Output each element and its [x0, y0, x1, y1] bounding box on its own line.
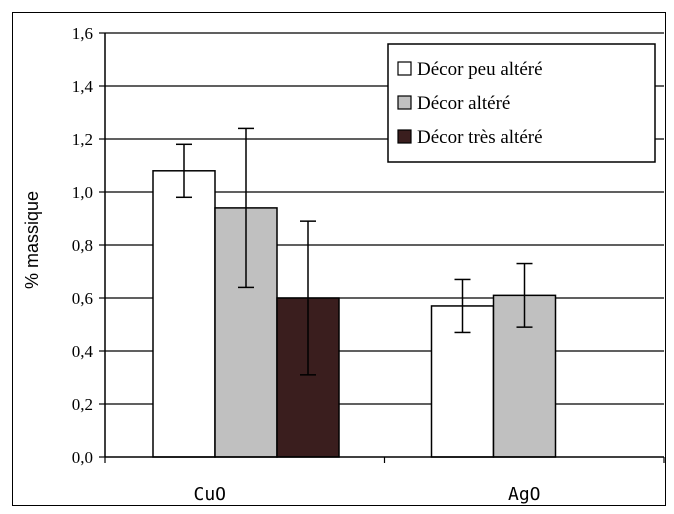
y-tick-label: 1,0	[72, 183, 93, 202]
legend: Décor peu altéré Décor altéré Décor très a…	[387, 43, 656, 163]
y-tick-label: 1,6	[72, 24, 93, 43]
legend-swatch	[397, 129, 412, 144]
x-category-label: CuO	[193, 484, 226, 505]
y-tick-label: 0,4	[72, 342, 94, 361]
legend-label: Décor très altéré	[417, 127, 543, 148]
axes	[104, 33, 665, 463]
y-tick-label: 0,8	[72, 236, 93, 255]
y-tick-label: 1,4	[72, 77, 94, 96]
x-category-labels: CuO AgO	[193, 484, 540, 505]
legend-box	[387, 43, 656, 163]
bars	[152, 170, 557, 458]
legend-swatch	[397, 95, 412, 110]
y-tick-label: 0,6	[72, 289, 93, 308]
y-tick-label: 1,2	[72, 130, 93, 149]
x-category-label: AgO	[508, 484, 541, 505]
y-axis-title: % massique	[22, 191, 42, 289]
legend-label: Décor peu altéré	[417, 59, 543, 80]
y-tick-label: 0,2	[72, 395, 93, 414]
y-tick-labels: 0,0 0,2 0,4 0,6 0,8 1,0 1,2 1,4 1,6	[72, 24, 94, 467]
y-tick-label: 0,0	[72, 448, 93, 467]
error-bars	[176, 127, 533, 376]
legend-swatch	[397, 61, 412, 76]
bar	[152, 170, 216, 458]
legend-label: Décor altéré	[417, 93, 510, 114]
